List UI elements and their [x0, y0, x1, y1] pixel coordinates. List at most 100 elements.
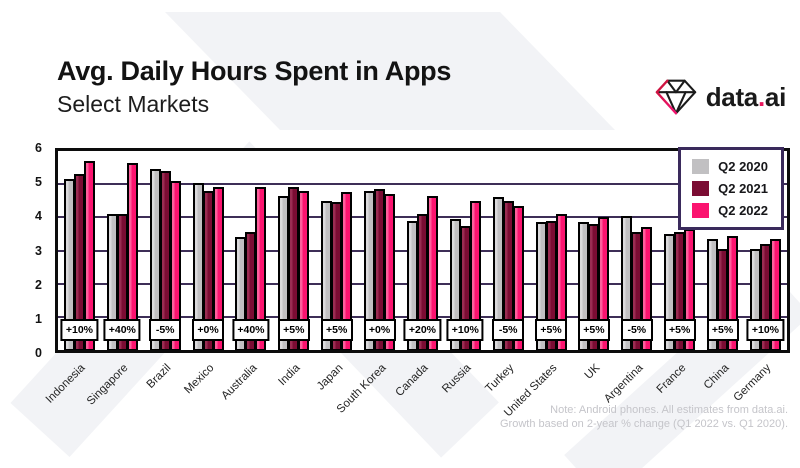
bars-argentina [615, 151, 658, 350]
bar-q2-2022-argentina [641, 227, 653, 350]
bars-uk [573, 151, 616, 350]
bar-group-uk: +5% UK [573, 151, 616, 382]
footnote-line-2: Growth based on 2-year % change (Q1 2022… [500, 418, 788, 430]
bars-united-states [530, 151, 573, 350]
legend-label-q2-2020: Q2 2020 [718, 159, 768, 174]
bars-south-korea [358, 151, 401, 350]
bar-q2-2022-australia [255, 187, 267, 350]
bar-q2-2022-indonesia [83, 160, 95, 350]
growth-badge-united-states: +5% [535, 319, 568, 341]
growth-badge-india: +5% [277, 319, 310, 341]
bar-group-mexico: +0% Mexico [182, 151, 230, 396]
logo-text-data: data [705, 81, 759, 112]
bar-q2-2022-germany [769, 238, 781, 350]
legend: Q2 2020 Q2 2021 Q2 2022 [678, 147, 784, 230]
bar-group-france: +5% France [654, 151, 701, 396]
bar-q2-2022-uk [598, 217, 610, 350]
bar-group-brazil: -5% Brazil [144, 151, 187, 391]
bar-group-germany: +10% Germany [732, 151, 787, 404]
bar-group-australia: +40% Australia [219, 151, 273, 402]
bars-australia [230, 151, 273, 350]
legend-swatch-q2-2022 [692, 203, 710, 218]
growth-badge-indonesia: +10% [60, 319, 99, 341]
bar-group-russia: +10% Russia [440, 151, 487, 395]
chart-header: Avg. Daily Hours Spent in Apps Select Ma… [57, 56, 451, 118]
legend-item-q2-2020: Q2 2020 [692, 159, 768, 174]
y-tick-3: 3 [35, 243, 42, 258]
bar-group-turkey: -5% Turkey [484, 151, 530, 395]
bar-group-china: +5% China [701, 151, 744, 392]
y-tick-5: 5 [35, 175, 42, 190]
growth-badge-china: +5% [706, 319, 739, 341]
page-title: Avg. Daily Hours Spent in Apps [57, 56, 452, 86]
y-tick-6: 6 [35, 141, 42, 155]
y-tick-1: 1 [35, 311, 42, 326]
bar-q2-2022-united-states [555, 214, 567, 350]
y-tick-0: 0 [35, 346, 42, 360]
bar-q2-2022-russia [469, 200, 481, 350]
bars-india [272, 151, 315, 350]
bars-germany [744, 151, 787, 350]
bar-q2-2022-south-korea [384, 194, 396, 350]
bar-q2-2022-canada [426, 195, 438, 350]
bars-russia [444, 151, 487, 350]
bar-q2-2022-turkey [512, 205, 524, 350]
data-ai-logo: data.ai [653, 74, 786, 120]
growth-badge-canada: +20% [403, 319, 442, 341]
bar-group-canada: +20% Canada [394, 151, 444, 399]
growth-badge-japan: +5% [320, 319, 353, 341]
bars-france [658, 151, 701, 350]
logo-dot: . [757, 81, 765, 112]
bar-group-japan: +5% Japan [315, 151, 358, 393]
growth-badge-argentina: -5% [620, 319, 653, 341]
growth-badge-turkey: -5% [492, 319, 525, 341]
growth-badge-singapore: +40% [103, 319, 141, 341]
bars-brazil [144, 151, 187, 350]
y-tick-4: 4 [35, 209, 42, 224]
gridline-5 [58, 183, 787, 186]
logo-wordmark: data.ai [705, 81, 787, 113]
plot-area: +10% Indonesia +40% Singapore -5% Brazil +0% Me… [44, 147, 790, 419]
bars-china [701, 151, 744, 350]
bar-q2-2022-singapore [126, 162, 138, 350]
growth-badge-south-korea: +0% [363, 319, 396, 341]
bars-indonesia [58, 151, 101, 350]
bar-q2-2022-india [298, 190, 310, 350]
bars-singapore [101, 151, 144, 350]
growth-badge-brazil: -5% [149, 319, 182, 341]
legend-swatch-q2-2021 [692, 181, 710, 196]
bar-group-united-states: +5% United States [502, 151, 573, 419]
bar-q2-2022-china [727, 235, 739, 350]
growth-badge-france: +5% [663, 319, 696, 341]
footnote: Note: Android phones. All estimates from… [500, 403, 788, 431]
growth-badge-uk: +5% [577, 319, 610, 341]
legend-swatch-q2-2020 [692, 159, 710, 174]
y-tick-2: 2 [35, 277, 42, 292]
growth-badge-mexico: +0% [192, 319, 225, 341]
bar-q2-2022-brazil [169, 180, 181, 350]
bar-group-argentina: -5% Argentina [602, 151, 658, 405]
bar-group-south-korea: +0% South Korea [334, 151, 401, 416]
growth-badge-australia: +40% [232, 319, 270, 341]
bar-q2-2022-japan [341, 192, 353, 350]
bars-mexico [187, 151, 230, 350]
page-subtitle: Select Markets [57, 91, 210, 117]
diamond-gem-icon [655, 79, 696, 115]
legend-item-q2-2021: Q2 2021 [692, 181, 768, 196]
bars-canada [401, 151, 444, 350]
legend-item-q2-2022: Q2 2022 [692, 203, 768, 218]
bar-group-singapore: +40% Singapore [85, 151, 144, 408]
bars-turkey [487, 151, 530, 350]
bars-japan [315, 151, 358, 350]
bar-groups-container: +10% Indonesia +40% Singapore -5% Brazil +0% Me… [44, 151, 787, 419]
bar-group-india: +5% India [272, 151, 315, 388]
logo-text-ai: ai [764, 81, 786, 112]
footnote-line-1: Note: Android phones. All estimates from… [550, 404, 788, 416]
legend-label-q2-2022: Q2 2022 [718, 203, 768, 218]
growth-badge-russia: +10% [446, 319, 484, 341]
y-axis: 0 1 2 3 4 5 6 [24, 141, 48, 360]
growth-badge-germany: +10% [746, 319, 785, 341]
bar-group-indonesia: +10% Indonesia [44, 151, 101, 406]
bar-q2-2022-mexico [212, 187, 224, 350]
legend-label-q2-2021: Q2 2021 [718, 181, 768, 196]
